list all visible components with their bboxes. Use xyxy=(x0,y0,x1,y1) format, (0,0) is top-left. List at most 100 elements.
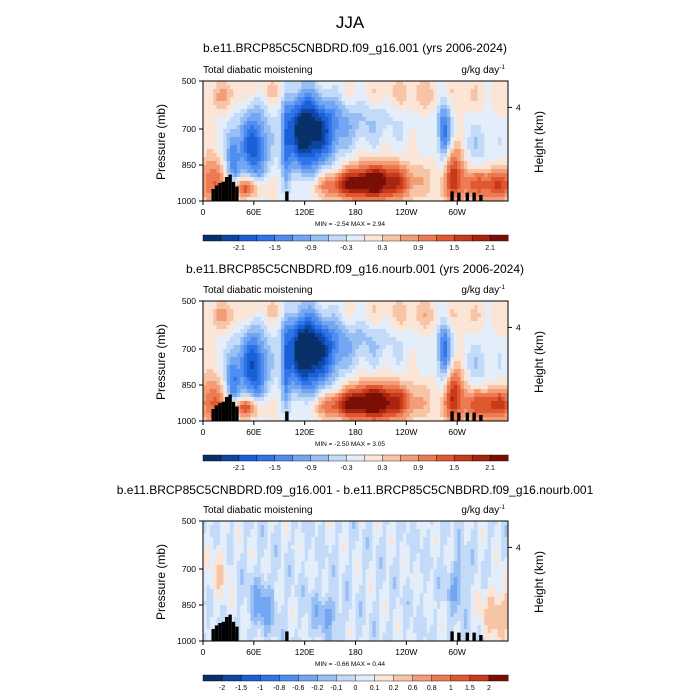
field-cell xyxy=(463,189,468,194)
field-cell xyxy=(240,109,245,114)
field-cell xyxy=(423,357,428,362)
field-cell xyxy=(209,301,214,306)
field-cell xyxy=(328,177,333,182)
field-cell xyxy=(447,137,451,142)
field-cell xyxy=(253,309,258,314)
field-cell xyxy=(284,345,289,350)
field-cell xyxy=(372,309,377,314)
field-cell xyxy=(318,385,323,390)
field-cell xyxy=(331,405,336,410)
field-cell xyxy=(426,93,431,98)
field-cell xyxy=(325,125,329,130)
field-cell xyxy=(318,189,323,194)
field-cell xyxy=(450,161,455,166)
field-cell xyxy=(453,169,458,174)
field-cell xyxy=(233,321,238,326)
field-cell xyxy=(416,325,421,330)
field-cell xyxy=(365,161,370,166)
field-cell xyxy=(423,305,428,310)
field-cell xyxy=(314,153,319,158)
field-cell xyxy=(321,365,326,370)
field-cell xyxy=(250,157,255,162)
field-cell xyxy=(402,337,407,342)
field-cell xyxy=(440,149,445,154)
field-cell xyxy=(348,105,353,110)
field-cell xyxy=(450,141,455,146)
field-cell xyxy=(297,185,302,190)
field-cell xyxy=(355,145,360,150)
field-cell xyxy=(355,349,360,354)
field-cell xyxy=(382,161,387,166)
field-cell xyxy=(365,133,370,138)
field-cell xyxy=(301,349,306,354)
field-cell xyxy=(426,361,431,366)
field-cell xyxy=(379,101,384,106)
field-cell xyxy=(270,97,275,102)
field-cell xyxy=(348,389,353,394)
field-cell xyxy=(372,133,377,138)
field-cell xyxy=(280,109,285,114)
field-cell xyxy=(369,81,373,86)
field-cell xyxy=(460,125,465,130)
field-cell xyxy=(318,181,323,186)
field-cell xyxy=(267,329,272,334)
field-cell xyxy=(365,313,370,318)
field-cell xyxy=(311,393,316,398)
field-cell xyxy=(409,85,414,90)
field-cell xyxy=(304,329,309,334)
field-cell xyxy=(501,173,506,178)
field-cell xyxy=(257,109,262,114)
field-cell xyxy=(311,197,316,202)
field-cell xyxy=(447,181,451,186)
field-cell xyxy=(253,133,258,138)
field-cell xyxy=(386,81,390,86)
field-cell xyxy=(294,361,299,366)
field-cell xyxy=(321,313,326,318)
field-cell xyxy=(484,197,489,202)
field-cell xyxy=(392,341,397,346)
field-cell xyxy=(352,101,356,106)
field-cell xyxy=(443,133,448,138)
field-cell xyxy=(477,101,482,106)
field-cell xyxy=(308,141,312,146)
field-cell xyxy=(277,165,282,170)
field-cell xyxy=(308,357,312,362)
field-cell xyxy=(219,353,224,358)
field-cell xyxy=(209,313,214,318)
field-cell xyxy=(213,361,217,366)
field-cell xyxy=(345,353,350,358)
field-cell xyxy=(457,97,461,102)
field-cell xyxy=(358,121,363,126)
field-cell xyxy=(396,325,400,330)
field-cell xyxy=(294,409,299,414)
field-cell xyxy=(226,129,231,134)
field-cell xyxy=(270,333,275,338)
field-cell xyxy=(396,301,400,306)
field-cell xyxy=(216,153,221,158)
field-cell xyxy=(287,369,292,374)
field-cell xyxy=(447,309,451,314)
field-cell xyxy=(409,181,414,186)
field-cell xyxy=(226,145,231,150)
field-cell xyxy=(399,85,404,90)
field-cell xyxy=(230,345,234,350)
field-cell xyxy=(308,137,312,142)
field-cell xyxy=(392,369,397,374)
field-cell xyxy=(335,133,339,138)
field-cell xyxy=(382,145,387,150)
field-cell xyxy=(362,153,367,158)
field-cell xyxy=(250,189,255,194)
field-cell xyxy=(470,121,475,126)
field-cell xyxy=(406,101,411,106)
field-cell xyxy=(362,157,367,162)
field-cell xyxy=(267,353,272,358)
field-cell xyxy=(389,101,394,106)
field-cell xyxy=(219,133,224,138)
field-cell xyxy=(291,177,295,182)
field-cell xyxy=(443,165,448,170)
field-cell xyxy=(247,329,251,334)
field-cell xyxy=(375,413,380,418)
field-cell xyxy=(216,157,221,162)
field-cell xyxy=(457,177,461,182)
colorbar: -2.1 -1.5 -0.9 -0.3 0.3 0.9 1.5 2.1 xyxy=(202,234,509,252)
